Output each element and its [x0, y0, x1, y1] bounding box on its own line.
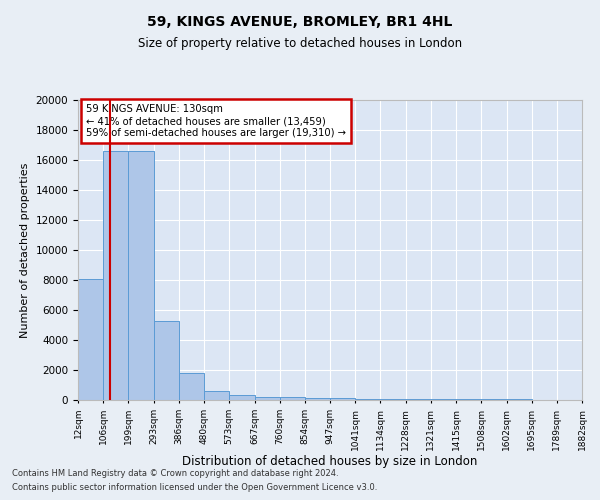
Bar [330, 398, 355, 400]
Bar [280, 398, 305, 400]
Bar [380, 399, 406, 400]
Y-axis label: Number of detached properties: Number of detached properties [20, 162, 30, 338]
Bar [128, 151, 154, 400]
Bar [254, 396, 280, 400]
Bar [179, 373, 204, 400]
Text: 59, KINGS AVENUE, BROMLEY, BR1 4HL: 59, KINGS AVENUE, BROMLEY, BR1 4HL [148, 15, 452, 29]
Text: 59 KINGS AVENUE: 130sqm
← 41% of detached houses are smaller (13,459)
59% of sem: 59 KINGS AVENUE: 130sqm ← 41% of detache… [86, 104, 346, 138]
X-axis label: Distribution of detached houses by size in London: Distribution of detached houses by size … [182, 456, 478, 468]
Bar [229, 395, 254, 400]
Bar [355, 398, 380, 400]
Bar [305, 398, 330, 400]
Bar [431, 399, 456, 400]
Bar [406, 399, 431, 400]
Text: Size of property relative to detached houses in London: Size of property relative to detached ho… [138, 38, 462, 51]
Text: Contains public sector information licensed under the Open Government Licence v3: Contains public sector information licen… [12, 484, 377, 492]
Bar [456, 399, 481, 400]
Text: Contains HM Land Registry data © Crown copyright and database right 2024.: Contains HM Land Registry data © Crown c… [12, 468, 338, 477]
Bar [103, 151, 128, 400]
Bar [204, 390, 229, 400]
Bar [154, 320, 179, 400]
Bar [78, 279, 103, 400]
